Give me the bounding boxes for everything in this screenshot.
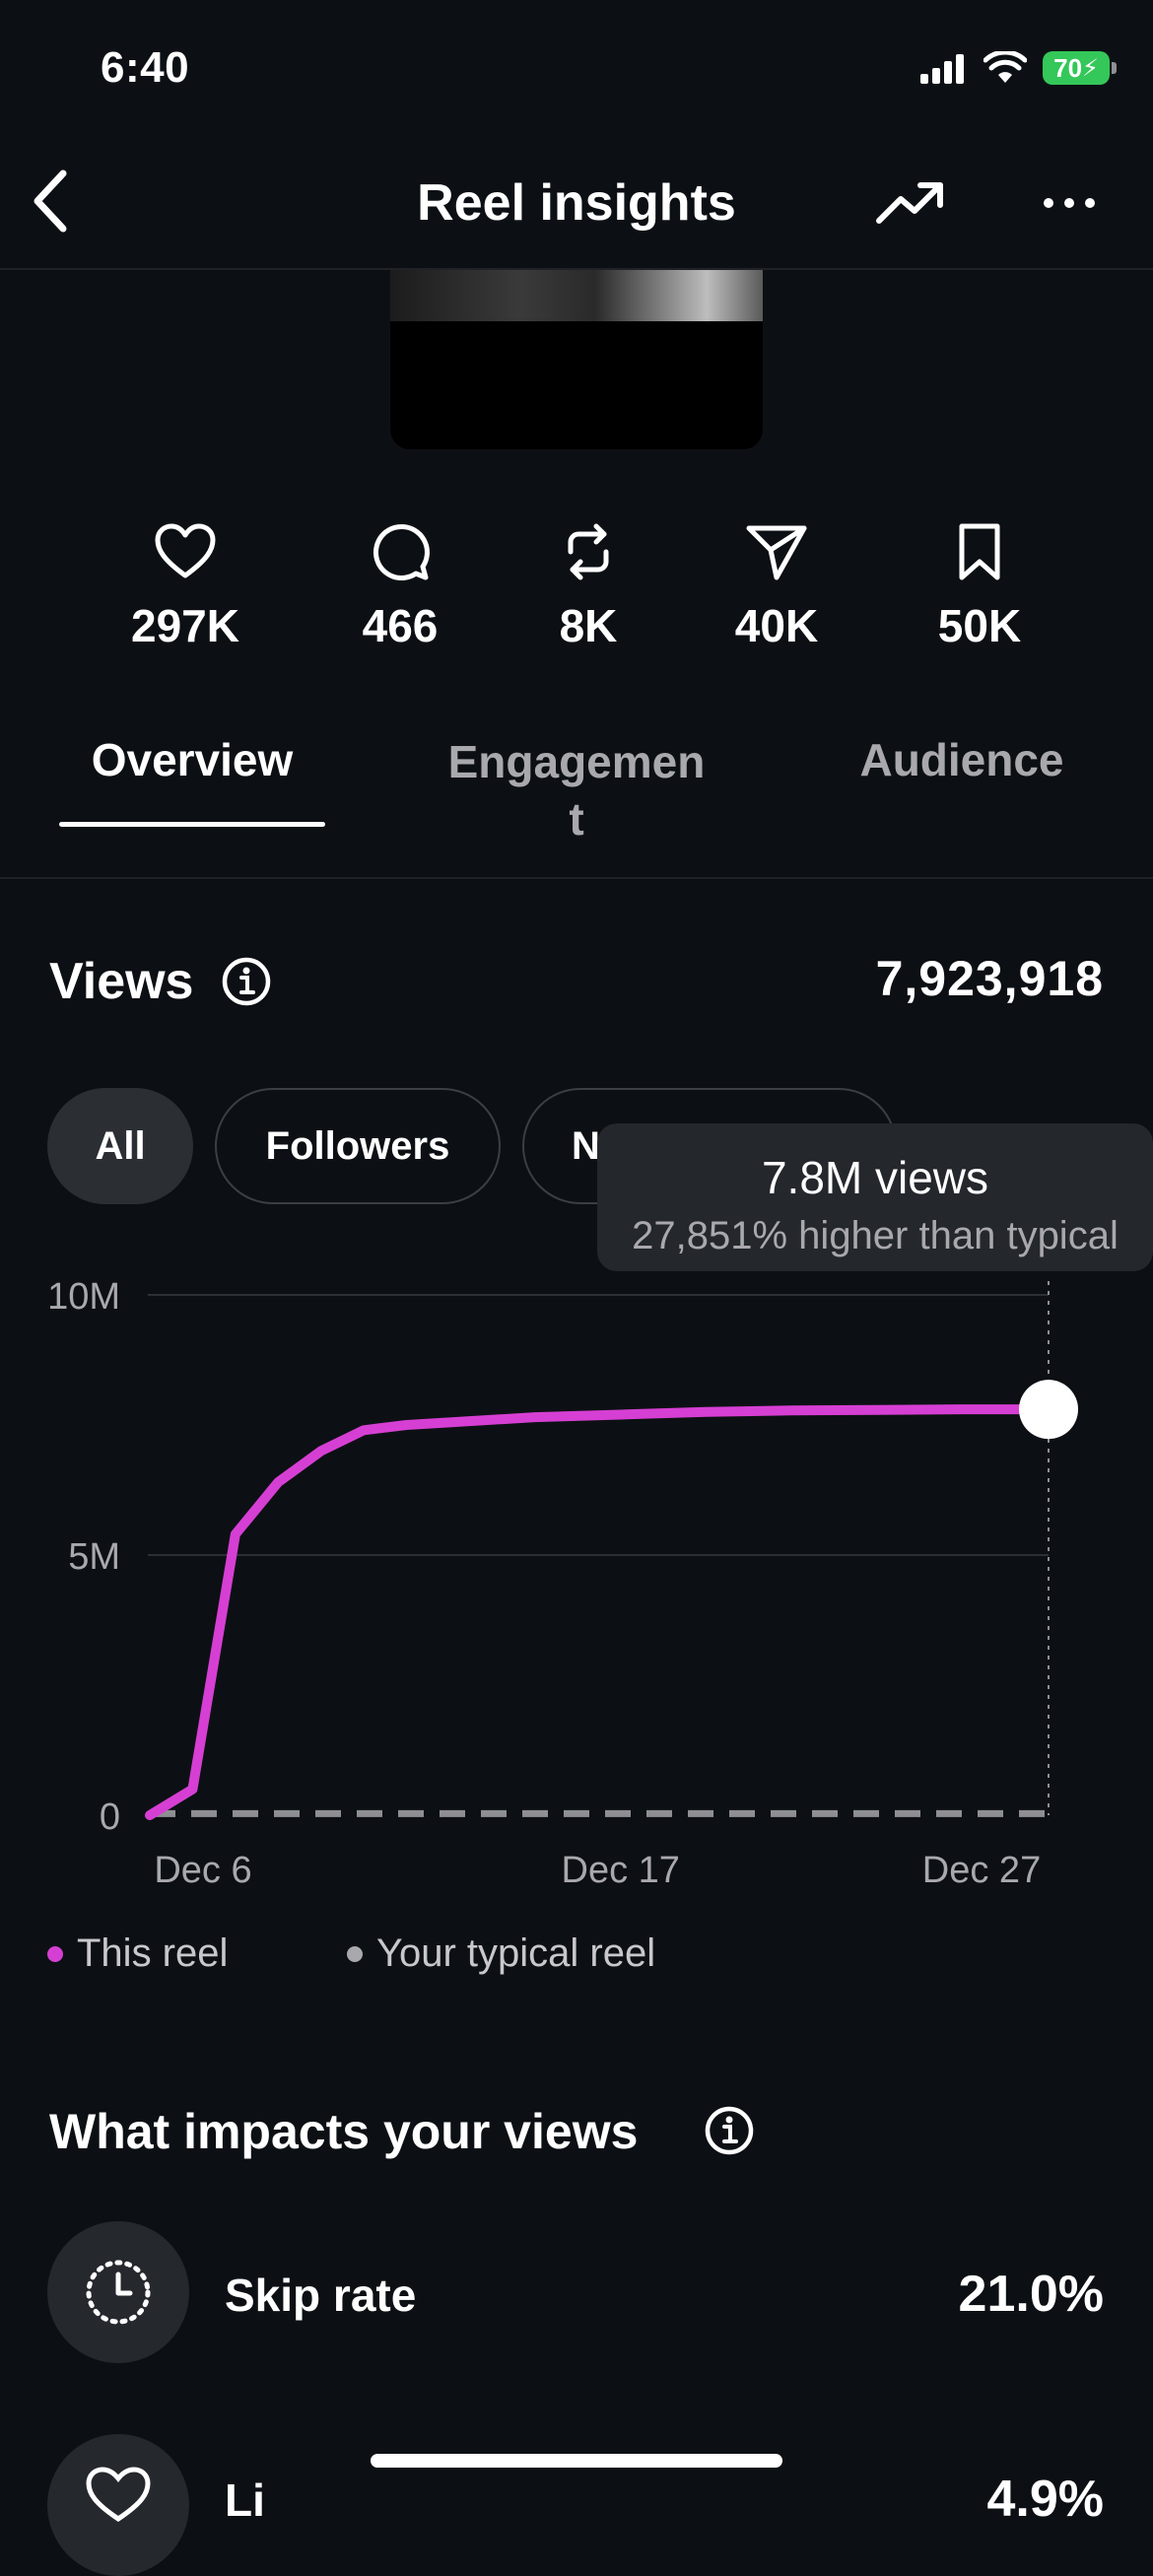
tooltip-views: 7.8M views <box>761 1152 989 1203</box>
legend-typical-reel-label: Your typical reel <box>376 1932 656 1975</box>
x-tick-label: Dec 17 <box>562 1850 680 1891</box>
cellular-signal-icon <box>920 54 964 84</box>
share-icon <box>746 525 807 580</box>
skip-rate-value: 21.0% <box>958 2266 1104 2323</box>
legend-this-reel-label: This reel <box>77 1932 229 1975</box>
stat-saves: 50K <box>881 522 1078 652</box>
legend-this-reel-dot <box>47 1945 63 1962</box>
stat-likes: 297K <box>87 522 284 652</box>
x-tick-label: Dec 6 <box>154 1850 251 1891</box>
reel-thumbnail[interactable] <box>390 270 763 449</box>
repost-icon <box>568 523 609 580</box>
reposts-count: 8K <box>559 600 618 651</box>
home-indicator[interactable] <box>371 2454 782 2468</box>
tab-audience[interactable]: Audience <box>859 734 1064 785</box>
trending-up-icon <box>876 182 943 224</box>
likes-rate-label: Li <box>225 2474 265 2526</box>
trends-button[interactable] <box>871 173 950 233</box>
more-options-button[interactable] <box>1037 185 1102 221</box>
saves-count: 50K <box>937 600 1022 651</box>
comment-icon <box>373 524 430 580</box>
page-title: Reel insights <box>417 174 736 232</box>
likes-count: 297K <box>131 600 239 651</box>
series-line-this-reel <box>145 1404 1053 1820</box>
stat-reposts: 8K <box>490 522 687 652</box>
battery-icon: 70 ⚡ <box>1043 51 1117 85</box>
info-icon <box>705 2106 754 2155</box>
filter-followers-chip[interactable]: Followers <box>215 1088 501 1204</box>
status-icons: 70 ⚡ <box>920 51 1117 85</box>
info-icon <box>222 957 271 1006</box>
heart-icon <box>86 2467 151 2523</box>
shares-count: 40K <box>734 600 819 651</box>
views-info-button[interactable] <box>221 956 272 1012</box>
comments-count: 466 <box>362 600 439 651</box>
y-tick-label: 10M <box>47 1276 120 1318</box>
stat-comments: 466 <box>302 522 499 652</box>
legend-typical-reel: Your typical reel <box>347 1932 655 1976</box>
more-horizontal-icon <box>1044 198 1095 208</box>
chart-tooltip: 7.8M views 27,851% higher than typical <box>597 1123 1153 1271</box>
heart-icon <box>155 523 216 578</box>
x-tick-label: Dec 27 <box>922 1850 1041 1891</box>
wifi-icon <box>983 51 1027 83</box>
tab-engagement[interactable]: Engagemen t <box>447 736 706 845</box>
stat-shares: 40K <box>678 522 875 652</box>
timer-icon <box>86 2260 151 2325</box>
impacts-info-button[interactable] <box>704 2105 755 2161</box>
header-divider <box>0 268 1153 270</box>
views-total: 7,923,918 <box>875 951 1104 1006</box>
views-title: Views <box>49 953 194 1010</box>
views-line-chart[interactable]: 10M 5M 0 Dec 6 Dec 17 Dec 27 <box>0 1261 1153 1892</box>
active-tab-indicator <box>59 822 325 827</box>
legend-typical-reel-dot <box>347 1945 363 1962</box>
battery-level: 70 <box>1053 52 1083 83</box>
legend-this-reel: This reel <box>47 1932 228 1976</box>
reel-thumbnail-image <box>390 270 763 321</box>
tab-overview[interactable]: Overview <box>91 734 294 785</box>
back-button[interactable] <box>22 166 77 237</box>
impacts-title: What impacts your views <box>49 2104 639 2159</box>
tabs-divider <box>0 877 1153 879</box>
likes-rate-value: 4.9% <box>986 2471 1104 2528</box>
y-tick-label: 5M <box>68 1536 120 1578</box>
tooltip-comparison: 27,851% higher than typical <box>632 1214 1119 1257</box>
series-endpoint-marker <box>1019 1380 1078 1440</box>
skip-rate-label: Skip rate <box>225 2270 417 2321</box>
skip-rate-icon-container <box>47 2221 189 2363</box>
status-time: 6:40 <box>101 43 190 92</box>
y-tick-label: 0 <box>100 1796 120 1838</box>
likes-rate-icon-container <box>47 2434 189 2576</box>
bookmark-icon <box>959 523 1000 580</box>
filter-all-chip[interactable]: All <box>47 1088 193 1204</box>
chevron-left-icon <box>34 169 67 233</box>
